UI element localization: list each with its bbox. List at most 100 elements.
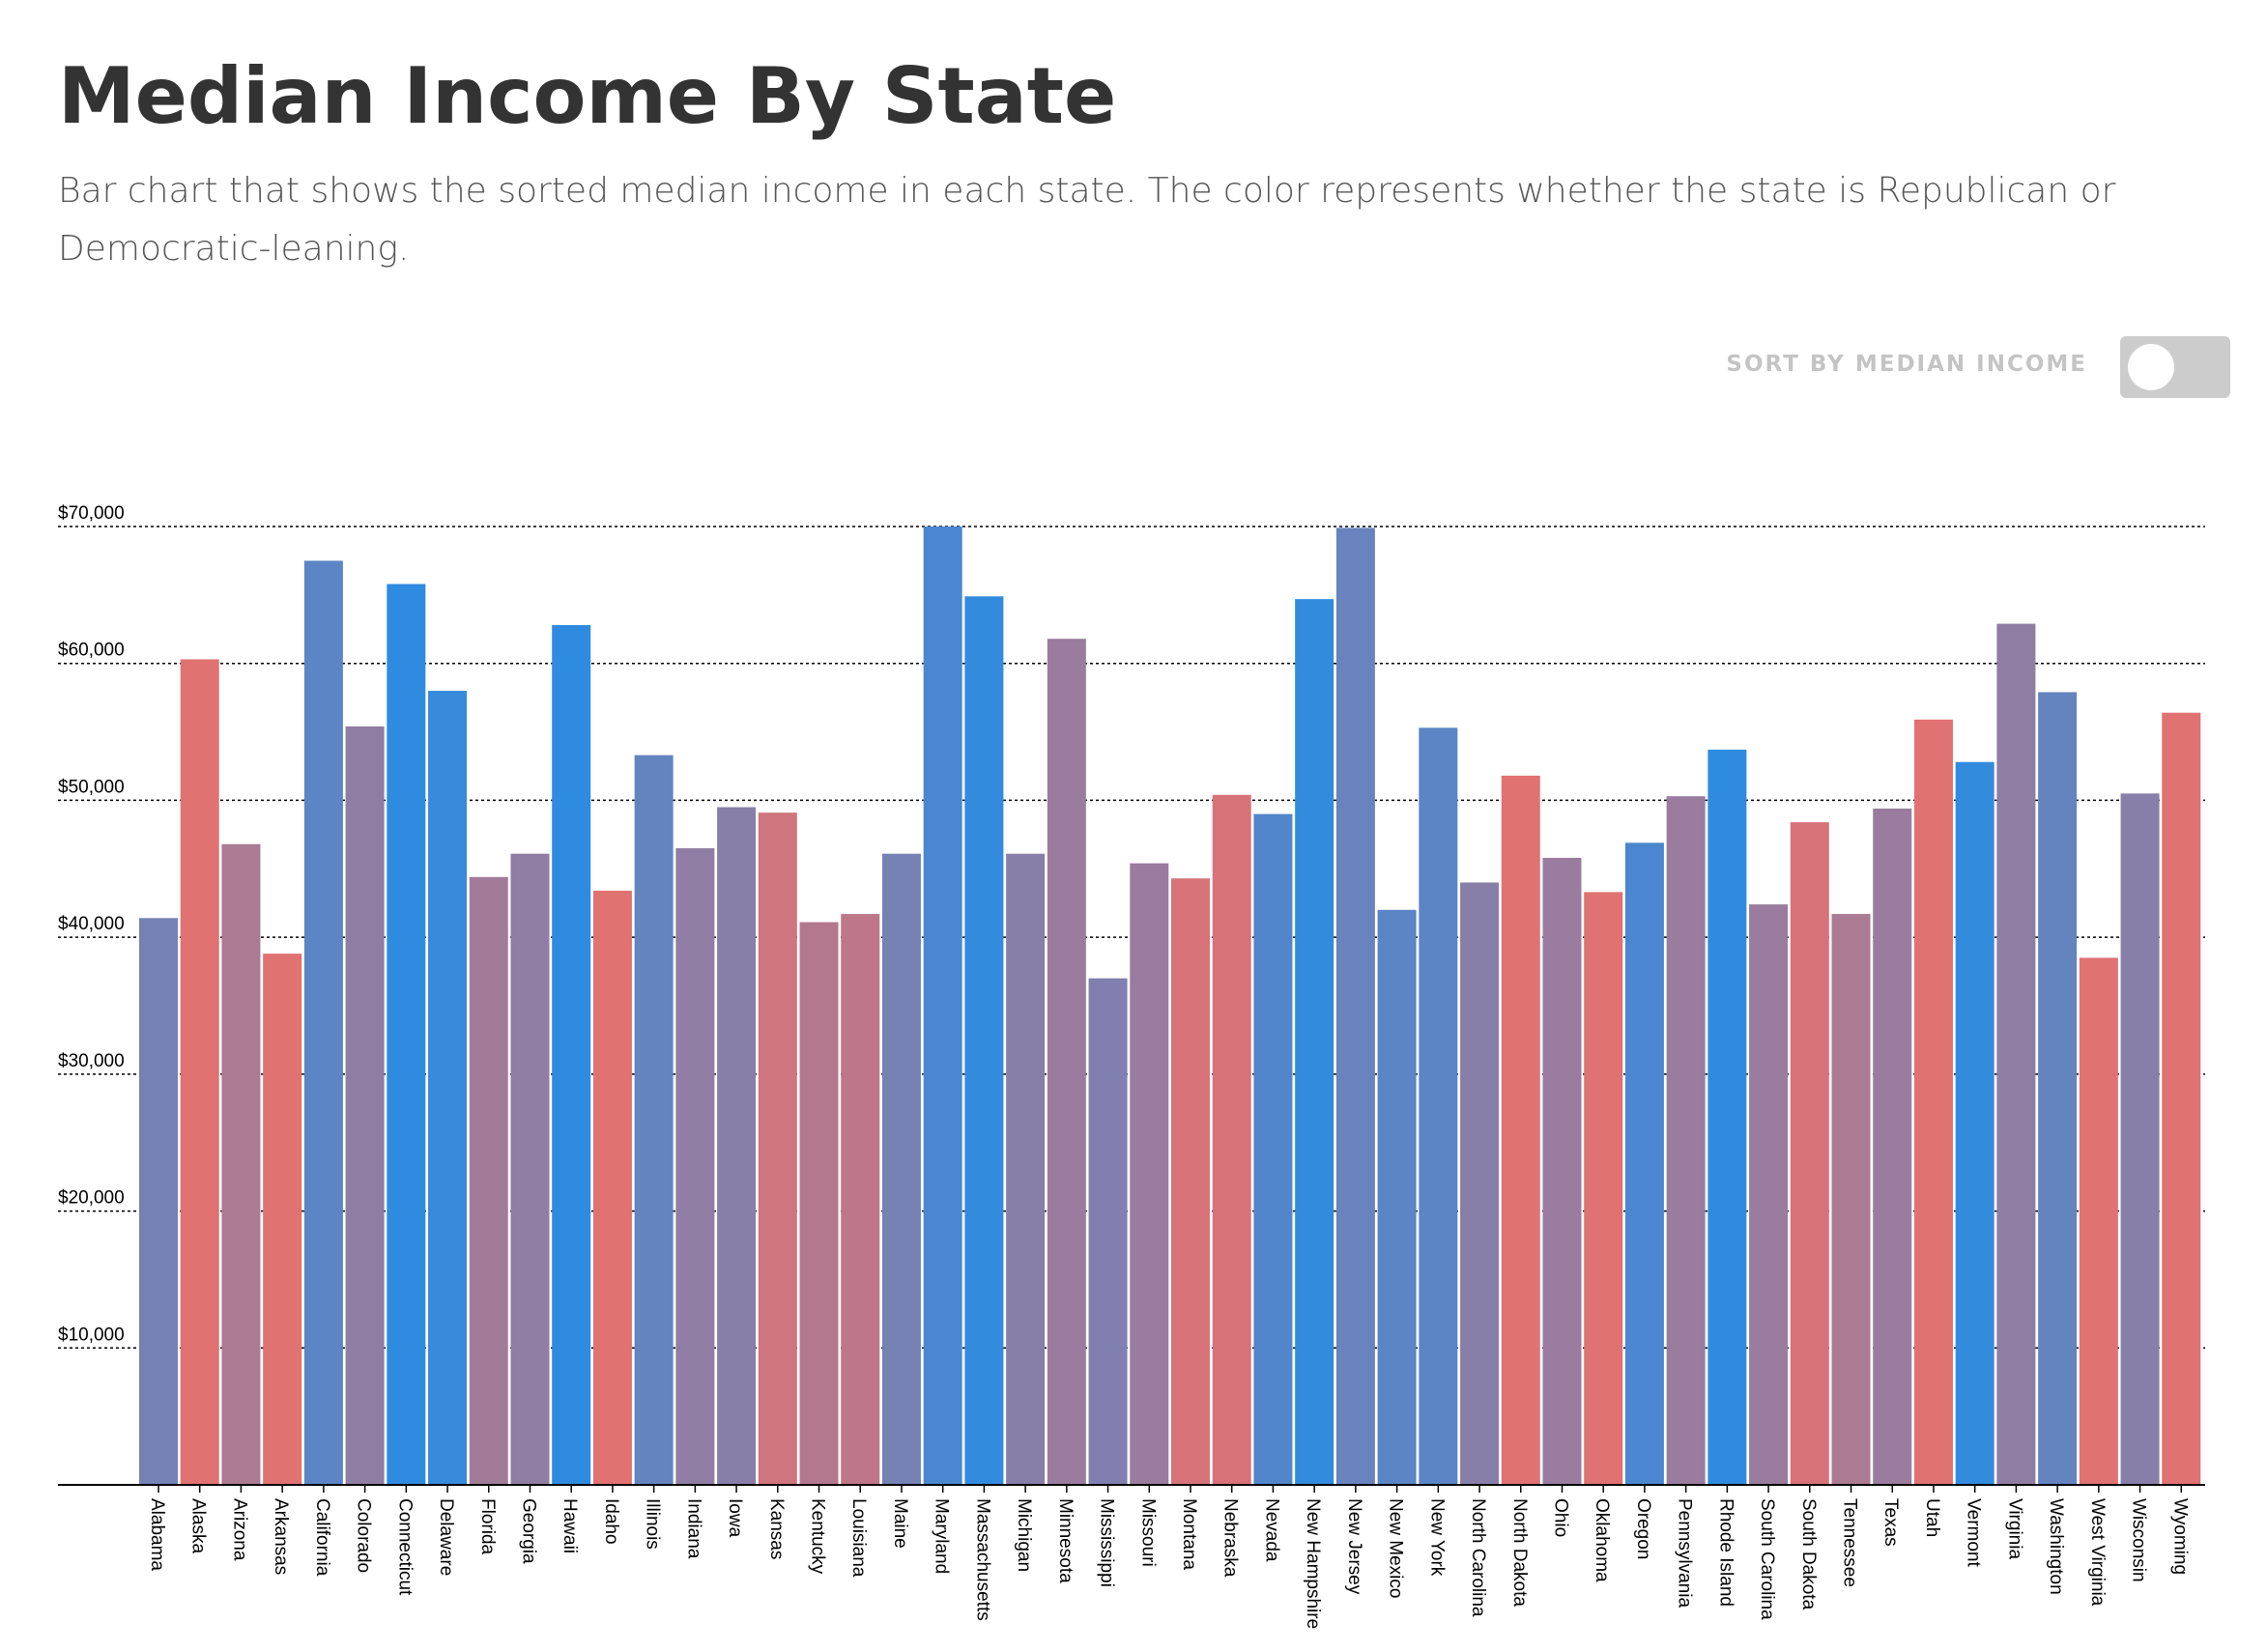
x-tick-label: Kansas (766, 1498, 787, 1559)
bar[interactable] (303, 560, 343, 1485)
bar[interactable] (841, 914, 880, 1485)
bar[interactable] (1749, 904, 1789, 1485)
x-tick-label: New Hampshire (1303, 1498, 1323, 1629)
x-tick-label: Florida (477, 1498, 498, 1555)
x-tick-label: New Jersey (1344, 1498, 1364, 1595)
x-tick-label: Alaska (188, 1498, 209, 1553)
y-tick-label: $10,000 (58, 1324, 125, 1345)
bar[interactable] (510, 853, 550, 1485)
y-tick-label: $30,000 (58, 1051, 125, 1071)
bar[interactable] (1088, 978, 1128, 1485)
bar[interactable] (1335, 527, 1375, 1485)
x-tick-label: Arkansas (271, 1498, 291, 1575)
x-tick-label: Louisiana (848, 1498, 869, 1578)
bar[interactable] (1624, 842, 1664, 1485)
bar[interactable] (1253, 813, 1293, 1485)
x-tick-label: New York (1426, 1498, 1447, 1577)
x-tick-label: Mississippi (1097, 1498, 1117, 1587)
bar[interactable] (1707, 749, 1747, 1485)
bar[interactable] (964, 596, 1004, 1485)
x-tick-label: Nebraska (1220, 1498, 1241, 1578)
x-tick-label: Maryland (932, 1498, 952, 1574)
y-tick-label: $40,000 (58, 914, 125, 934)
x-tick-label: Massachusetts (972, 1498, 992, 1621)
bar[interactable] (1913, 719, 1953, 1485)
bars (139, 527, 2201, 1485)
bar[interactable] (675, 848, 715, 1485)
x-tick-label: Montana (1179, 1498, 1199, 1570)
bar[interactable] (1377, 909, 1417, 1485)
x-tick-label: Iowa (725, 1498, 745, 1538)
x-tick-label: North Carolina (1468, 1498, 1488, 1617)
x-tick-label: Missouri (1137, 1498, 1158, 1567)
bar[interactable] (428, 691, 468, 1485)
bar[interactable] (881, 853, 921, 1485)
bar[interactable] (634, 755, 674, 1485)
page-title: Median Income By State (58, 51, 1117, 141)
x-tick-label: North Dakota (1509, 1498, 1530, 1607)
bar[interactable] (1831, 914, 1871, 1485)
x-tick-label: Connecticut (394, 1498, 415, 1596)
bar[interactable] (221, 843, 261, 1485)
x-tick-label: Ohio (1550, 1498, 1570, 1537)
x-tick-label: Pennsylvania (1675, 1498, 1695, 1608)
bar[interactable] (180, 659, 219, 1485)
x-tick-label: Virginia (2004, 1498, 2024, 1559)
page-subtitle: Bar chart that shows the sorted median i… (58, 171, 2116, 269)
bar[interactable] (799, 922, 839, 1485)
x-tick-label: Wisconsin (2129, 1498, 2149, 1582)
bar[interactable] (1501, 775, 1540, 1485)
bar[interactable] (1047, 639, 1086, 1485)
x-axis: Alabama Alaska Arizona Arkansas California Co… (58, 1484, 2205, 1629)
bar[interactable] (2038, 692, 2078, 1485)
x-tick-label: Maine (890, 1498, 910, 1549)
x-tick-label: Colorado (354, 1498, 374, 1573)
bar[interactable] (1873, 808, 1912, 1485)
bar[interactable] (469, 876, 508, 1485)
bar[interactable] (1212, 794, 1251, 1485)
bar[interactable] (387, 584, 426, 1485)
bar[interactable] (1996, 623, 2036, 1485)
bar[interactable] (139, 918, 178, 1485)
x-tick-label: Utah (1922, 1498, 1942, 1537)
bar[interactable] (263, 954, 302, 1485)
bar[interactable] (1460, 882, 1500, 1485)
sort-toggle-knob[interactable] (2128, 344, 2174, 390)
x-tick-label: South Dakota (1798, 1498, 1819, 1610)
bar[interactable] (552, 625, 591, 1485)
x-tick-label: Rhode Island (1715, 1498, 1736, 1607)
bar[interactable] (717, 807, 757, 1485)
y-tick-label: $20,000 (58, 1188, 125, 1209)
bar[interactable] (592, 890, 632, 1485)
x-tick-label: Oregon (1633, 1498, 1653, 1559)
bar[interactable] (1171, 878, 1210, 1485)
x-tick-label: Kentucky (808, 1498, 828, 1575)
bar[interactable] (1295, 599, 1334, 1485)
bar[interactable] (1006, 853, 1046, 1485)
bar[interactable] (758, 812, 797, 1485)
bar[interactable] (1666, 796, 1706, 1485)
bar[interactable] (1542, 857, 1582, 1485)
bar[interactable] (2162, 712, 2201, 1485)
bar[interactable] (2079, 957, 2118, 1485)
bar[interactable] (2120, 793, 2160, 1485)
bar[interactable] (1790, 822, 1829, 1485)
y-tick-label: $70,000 (58, 503, 125, 524)
bar[interactable] (923, 527, 962, 1485)
x-tick-label: Indiana (683, 1498, 703, 1559)
bar[interactable] (1130, 863, 1169, 1485)
x-tick-label: Wyoming (2169, 1498, 2190, 1575)
sort-toggle-switch[interactable] (2120, 336, 2230, 398)
bar[interactable] (1584, 892, 1623, 1485)
x-tick-label: Hawaii (560, 1498, 580, 1553)
x-tick-label: Georgia (518, 1498, 538, 1564)
y-tick-label: $60,000 (58, 641, 125, 661)
x-tick-label: California (312, 1498, 332, 1577)
bar[interactable] (1419, 727, 1458, 1485)
x-tick-label: Texas (1880, 1498, 1901, 1547)
bar[interactable] (345, 726, 385, 1485)
x-tick-label: Arizona (229, 1498, 249, 1561)
x-tick-label: West Virginia (2087, 1498, 2108, 1607)
bar[interactable] (1955, 761, 1994, 1485)
